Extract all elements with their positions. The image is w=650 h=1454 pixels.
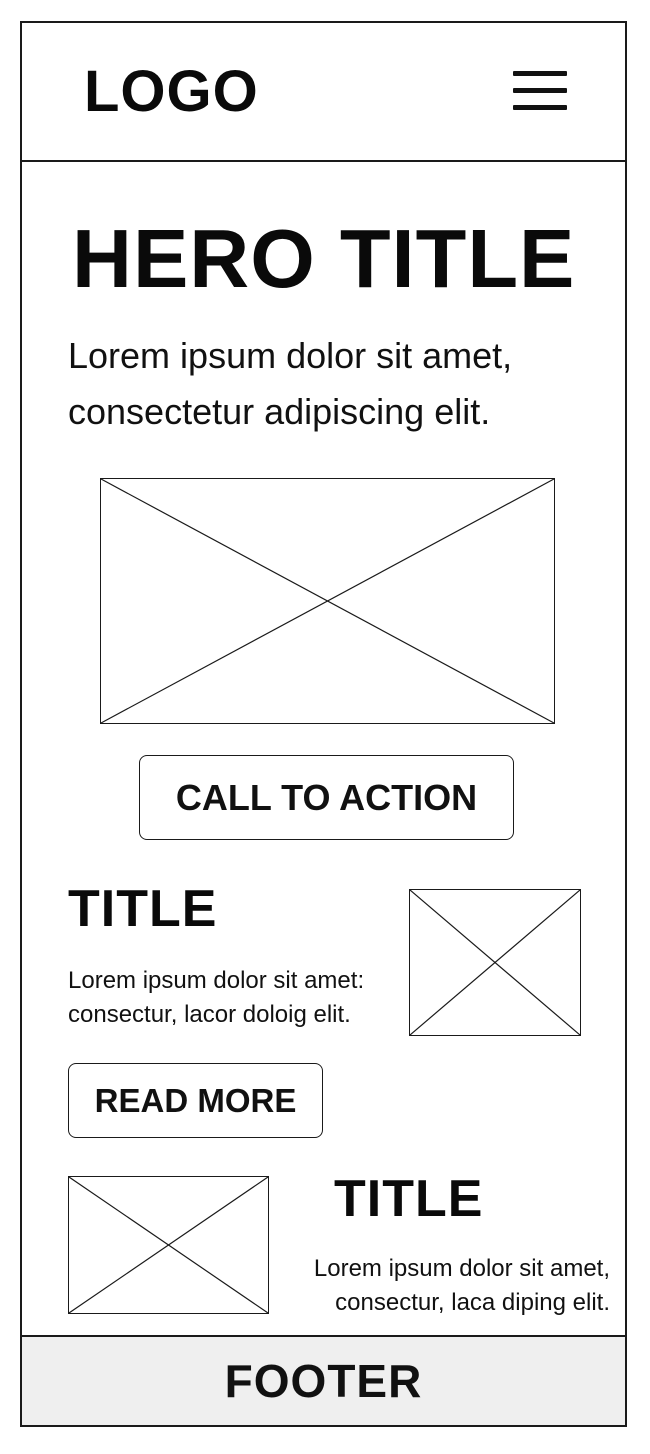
footer: FOOTER bbox=[22, 1335, 625, 1425]
section2-image-placeholder-icon bbox=[68, 1176, 269, 1314]
mobile-wireframe: LOGO HERO TITLE Lorem ipsum dolor sit am… bbox=[20, 21, 627, 1427]
section2-title: TITLE bbox=[334, 1170, 484, 1228]
footer-label: FOOTER bbox=[224, 1355, 423, 1407]
hero-title: HERO TITLE bbox=[72, 212, 576, 305]
call-to-action-button[interactable]: CALL TO ACTION bbox=[139, 755, 514, 840]
section1-title: TITLE bbox=[68, 880, 218, 938]
logo[interactable]: LOGO bbox=[84, 59, 259, 124]
hero-image-placeholder-icon bbox=[100, 478, 555, 724]
header: LOGO bbox=[22, 23, 625, 162]
hero-text: Lorem ipsum dolor sit amet, consectetur … bbox=[68, 335, 513, 432]
section2-text: Lorem ipsum dolor sit amet, consectur, l… bbox=[313, 1255, 610, 1316]
section1-image-placeholder-icon bbox=[409, 889, 581, 1036]
hamburger-menu-icon[interactable] bbox=[513, 71, 567, 111]
read-more-button[interactable]: READ MORE bbox=[68, 1063, 323, 1138]
section1-text: Lorem ipsum dolor sit amet: consectur, l… bbox=[68, 967, 365, 1028]
